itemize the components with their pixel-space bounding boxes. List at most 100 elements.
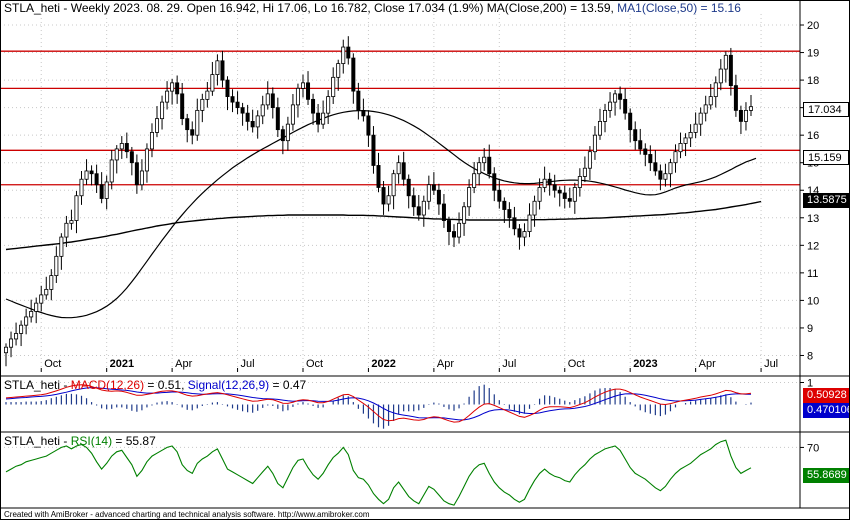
candle <box>149 123 154 158</box>
candle <box>668 158 673 188</box>
candle-body <box>225 79 230 98</box>
candle-body <box>240 107 245 114</box>
candle <box>477 157 482 186</box>
candle <box>552 174 557 198</box>
candle-body <box>114 148 119 161</box>
candle <box>457 212 462 244</box>
rsi-pane: 70 <box>0 439 819 506</box>
candle-body <box>749 106 754 111</box>
candle-body <box>49 275 54 290</box>
price-header-text: - Weekly 2023. 08. 29. Open 16.942, Hi 1… <box>60 1 618 15</box>
candle <box>436 183 441 215</box>
candle-body <box>170 82 175 92</box>
candle <box>79 170 84 205</box>
candle-body <box>205 90 210 100</box>
candle <box>502 197 507 224</box>
macd-header-label: MACD(12,26) <box>70 378 145 392</box>
candle <box>582 156 587 183</box>
candle <box>537 178 542 210</box>
candle <box>49 269 54 301</box>
candle <box>64 215 69 248</box>
candle-body <box>64 222 69 238</box>
candle <box>718 59 723 91</box>
candle-body <box>618 93 623 100</box>
candle-body <box>502 200 507 210</box>
candle <box>144 143 149 183</box>
candle <box>472 161 477 194</box>
candle-body <box>728 54 733 87</box>
candle-body <box>673 151 678 164</box>
candle-body <box>668 162 673 175</box>
ma200-value-tag: 13.5875 <box>803 193 849 208</box>
macd-pane: 1 <box>0 378 813 429</box>
candle-body <box>129 151 134 164</box>
ma50-line <box>5 110 757 319</box>
candle <box>69 209 74 230</box>
candle <box>628 108 633 143</box>
candle <box>89 165 94 186</box>
candle <box>306 71 311 105</box>
candle-body <box>34 302 39 312</box>
candle <box>225 76 230 111</box>
candle <box>452 224 457 248</box>
candle-body <box>482 156 487 164</box>
candle <box>39 285 44 312</box>
candle-body <box>250 121 255 128</box>
macd-y-tick-label: 1 <box>807 378 813 390</box>
candle <box>492 167 497 202</box>
candle <box>381 181 386 215</box>
candle <box>708 83 713 110</box>
candle <box>180 82 185 126</box>
macd-header-sep: - <box>60 378 71 392</box>
candle <box>497 180 502 209</box>
candle <box>512 206 517 236</box>
candle <box>749 94 754 116</box>
rsi-header-value: = 55.87 <box>112 434 156 448</box>
y-tick-label: 16 <box>807 130 819 142</box>
candle-body <box>532 200 537 216</box>
candle-body <box>703 104 708 114</box>
x-tick-label: Apr <box>175 358 192 370</box>
candle-body <box>603 109 608 122</box>
rsi-line <box>5 439 752 506</box>
candle <box>170 78 175 105</box>
candle <box>109 149 114 190</box>
candle-body <box>572 187 577 202</box>
candle-body <box>487 156 492 175</box>
candle <box>326 90 331 125</box>
candle <box>34 297 39 324</box>
candle <box>295 83 300 118</box>
candle-body <box>577 176 582 188</box>
candle <box>311 93 316 125</box>
x-tick-label: 2022 <box>371 358 395 370</box>
macd-value-tag: 0.50928 <box>803 388 849 403</box>
y-tick-label: 11 <box>807 268 818 280</box>
price-header-ma50: MA1(Close,50) = 15.16 <box>617 1 741 15</box>
candle <box>557 186 562 207</box>
candle <box>104 175 109 210</box>
candle <box>431 172 436 195</box>
candle-body <box>119 143 124 150</box>
candle <box>693 112 698 139</box>
candle <box>608 92 613 118</box>
candle-body <box>124 143 129 153</box>
candle-body <box>587 151 592 169</box>
candle <box>522 223 527 247</box>
candle <box>280 125 285 155</box>
candle <box>658 164 663 191</box>
candle <box>270 87 275 119</box>
candle-body <box>336 63 341 78</box>
candle <box>124 132 129 159</box>
candle <box>14 322 19 346</box>
candle <box>94 164 99 193</box>
ma50-value-tag: 15.159 <box>803 150 849 165</box>
candle <box>285 116 290 151</box>
candle <box>215 54 220 86</box>
candle-body <box>265 93 270 106</box>
candle-body <box>185 118 190 131</box>
candle <box>663 163 668 187</box>
candle-body <box>54 255 59 277</box>
candle-body <box>698 112 703 125</box>
rsi-header: STLA_heti - RSI(14) = 55.87 <box>4 434 156 448</box>
candle <box>160 95 165 130</box>
